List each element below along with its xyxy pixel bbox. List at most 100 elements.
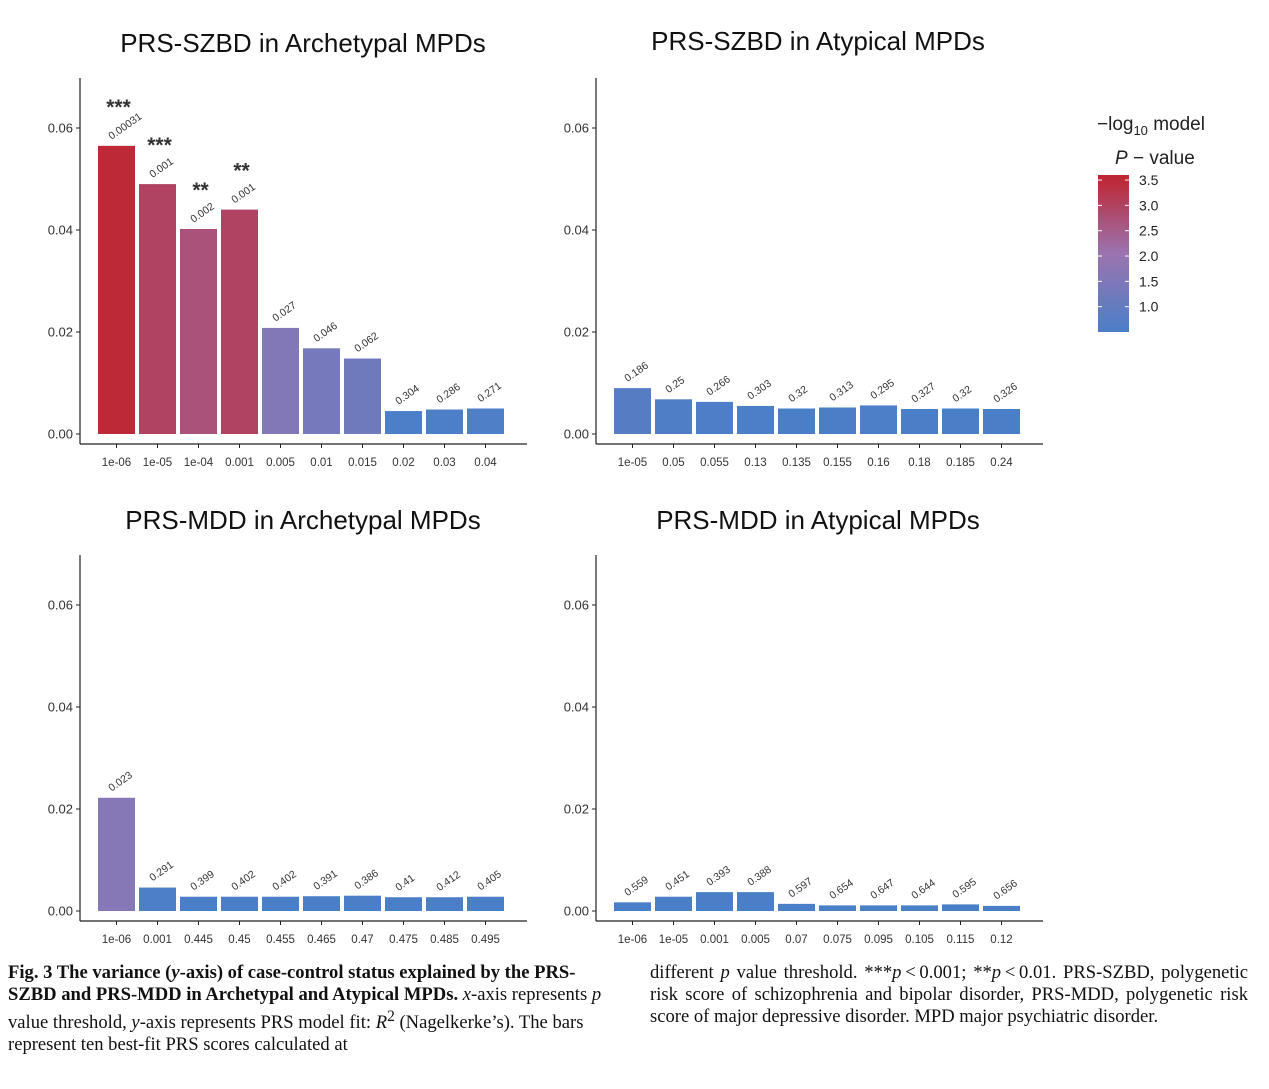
bar [344, 358, 381, 434]
x-tick-label: 0.135 [782, 457, 811, 469]
bar-value-label: 0.559 [622, 874, 651, 899]
bar-value-label: 0.391 [311, 868, 340, 893]
bar-value-label: 0.644 [909, 877, 938, 902]
y-tick-label: 0.02 [48, 325, 73, 340]
y-tick-label: 0.02 [48, 802, 73, 817]
y-tick-label: 0.04 [564, 700, 589, 715]
x-tick-label: 0.055 [700, 457, 729, 469]
x-tick-label: 0.095 [864, 934, 893, 946]
bar-value-label: 0.402 [229, 868, 258, 893]
figure-charts: PRS-SZBD in Archetypal MPDs 0.00 0.02 0.04 0… [48, 26, 1205, 946]
bar-value-label: 0.304 [393, 383, 422, 408]
y-tick-label: 0.06 [564, 121, 589, 136]
bar [696, 401, 733, 434]
chart-panel-3: PRS-MDD in Archetypal MPDs 0.00 0.02 0.04 0.… [48, 505, 527, 946]
bar-value-label: 0.405 [475, 868, 504, 893]
figure-caption-right: different p value threshold. ***p < 0.00… [650, 962, 1248, 1027]
chart-panel-1: PRS-SZBD in Archetypal MPDs 0.00 0.02 0.04 0… [48, 28, 527, 469]
bar-value-label: 0.32 [786, 383, 810, 405]
x-tick-label: 0.18 [908, 457, 930, 469]
bar-value-label: 0.002 [188, 200, 217, 225]
x-tick-label: 0.12 [990, 934, 1012, 946]
x-tick-label: 1e-05 [143, 457, 172, 469]
bar [942, 904, 979, 911]
bar-value-label: 0.327 [909, 380, 938, 405]
bar [614, 902, 651, 911]
bar-value-label: 0.388 [745, 864, 774, 889]
chart-title: PRS-MDD in Atypical MPDs [656, 505, 980, 535]
x-tick-label: 0.005 [741, 934, 770, 946]
bar [942, 408, 979, 434]
bar-value-label: 0.451 [663, 868, 692, 893]
caption-fig-label: Fig. 3 [8, 962, 53, 983]
bar [139, 887, 176, 911]
x-tick-label: 0.16 [867, 457, 889, 469]
bar [901, 905, 938, 911]
bar [98, 145, 135, 434]
bar-value-label: 0.32 [950, 383, 974, 405]
x-tick-label: 1e-06 [102, 457, 131, 469]
x-tick-label: 0.475 [389, 934, 418, 946]
bar [426, 897, 463, 911]
bar-value-label: 0.023 [106, 769, 135, 794]
bar [98, 797, 135, 911]
bar-value-label: 0.402 [270, 868, 299, 893]
bar [262, 327, 299, 434]
x-tick-label: 0.445 [184, 934, 213, 946]
bar-value-label: 0.386 [352, 867, 381, 892]
x-tick-label: 1e-04 [184, 457, 214, 469]
x-tick-label: 1e-06 [102, 934, 131, 946]
bar [180, 228, 217, 434]
x-tick-label: 1e-05 [618, 457, 647, 469]
bar-value-label: 0.326 [991, 380, 1020, 405]
bar [221, 896, 258, 911]
x-tick-label: 0.465 [307, 934, 336, 946]
y-tick-label: 0.00 [564, 427, 589, 442]
bar-value-label: 0.027 [270, 299, 299, 324]
bar [614, 388, 651, 434]
x-tick-label: 0.45 [228, 934, 250, 946]
x-tick-label: 0.47 [351, 934, 373, 946]
bar [901, 409, 938, 434]
x-tick-label: 0.001 [700, 934, 729, 946]
bar-value-label: 0.001 [147, 156, 176, 181]
bar-value-label: 0.41 [393, 872, 417, 894]
chart-panel-4: PRS-MDD in Atypical MPDs 0.00 0.02 0.04 0.06… [564, 505, 1043, 946]
x-tick-label: 0.105 [905, 934, 934, 946]
bar-value-label: 0.303 [745, 377, 774, 402]
y-tick-label: 0.00 [48, 904, 73, 919]
x-tick-label: 0.495 [471, 934, 500, 946]
x-tick-label: 0.001 [225, 457, 254, 469]
bar [860, 405, 897, 434]
x-tick-label: 0.03 [433, 457, 455, 469]
significance-stars: *** [106, 96, 131, 119]
bar-value-label: 0.654 [827, 877, 856, 902]
x-tick-label: 0.001 [143, 934, 172, 946]
legend-colorbar [1098, 175, 1129, 332]
x-tick-label: 0.075 [823, 934, 852, 946]
bar [344, 895, 381, 911]
x-tick-label: 0.155 [823, 457, 852, 469]
chart-title: PRS-SZBD in Atypical MPDs [651, 26, 985, 56]
x-tick-label: 0.01 [310, 457, 332, 469]
bar [737, 892, 774, 911]
y-tick-label: 0.06 [48, 598, 73, 613]
y-tick-label: 0.02 [564, 802, 589, 817]
x-tick-label: 0.005 [266, 457, 295, 469]
chart-panel-2: PRS-SZBD in Atypical MPDs 0.00 0.02 0.04 0.0… [564, 26, 1043, 469]
bar [467, 896, 504, 911]
x-tick-label: 0.13 [744, 457, 766, 469]
x-tick-label: 1e-06 [618, 934, 647, 946]
bar [819, 905, 856, 911]
chart-title: PRS-SZBD in Archetypal MPDs [120, 28, 486, 58]
y-tick-label: 0.04 [48, 223, 73, 238]
legend-tick-label: 1.5 [1139, 273, 1159, 289]
legend-tick-label: 3.5 [1139, 172, 1159, 188]
bar-value-label: 0.291 [147, 859, 176, 884]
bar [180, 896, 217, 911]
y-tick-label: 0.06 [564, 598, 589, 613]
bar-value-label: 0.266 [704, 373, 733, 398]
legend-tick-label: 3.0 [1139, 197, 1159, 213]
significance-stars: ** [233, 160, 250, 183]
bar [819, 407, 856, 434]
